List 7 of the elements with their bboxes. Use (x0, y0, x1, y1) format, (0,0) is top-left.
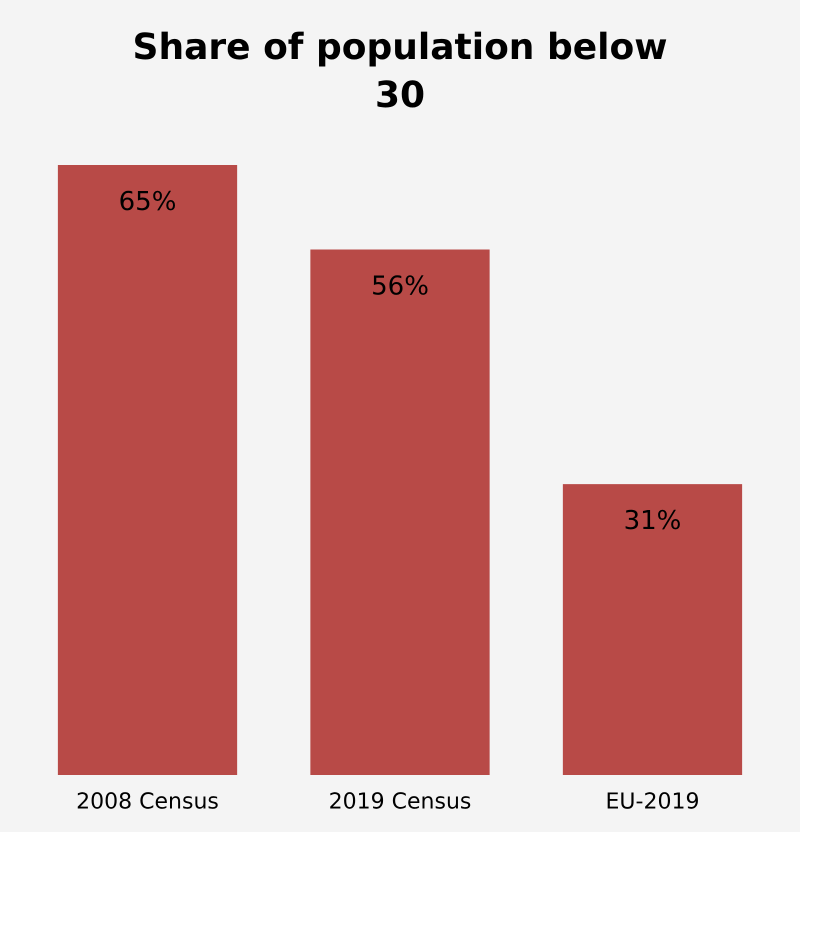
chart-title: Share of population below 30 (132, 27, 668, 116)
x-tick-label: EU-2019 (606, 790, 700, 814)
data-label: 31% (624, 506, 682, 536)
x-tick-label: 2008 Census (76, 790, 219, 814)
data-label: 56% (371, 271, 429, 302)
data-label: 65% (118, 187, 176, 217)
x-tick-label: 2019 Census (328, 790, 472, 814)
